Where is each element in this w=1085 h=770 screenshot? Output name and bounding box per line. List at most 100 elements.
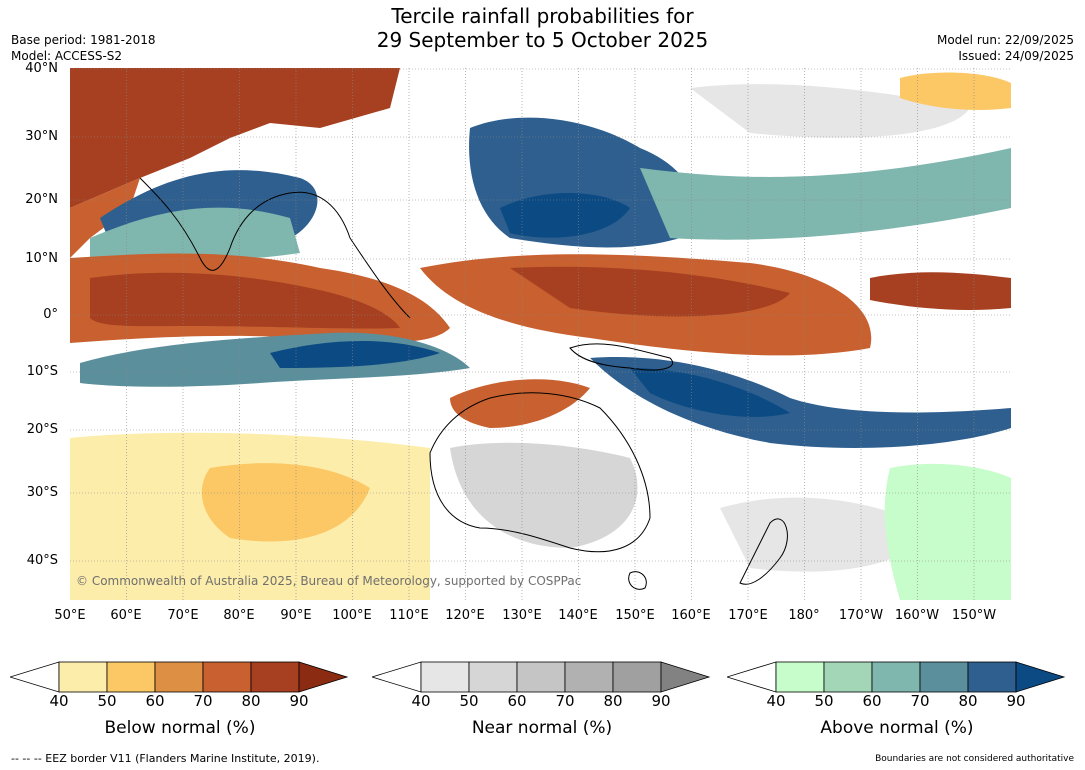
colorbar-segment bbox=[727, 661, 777, 693]
lon-label: 180° bbox=[788, 608, 820, 623]
wet-core-nw-pacific bbox=[500, 193, 630, 238]
wet-core-south-indian bbox=[270, 340, 440, 368]
model-name: Model: ACCESS-S2 bbox=[11, 49, 123, 63]
colorbar-segment bbox=[202, 661, 252, 693]
header-left: Base period: 1981-2018 Model: ACCESS-S2 bbox=[11, 32, 156, 64]
lon-label: 60°E bbox=[110, 608, 142, 623]
colorbar-tick: 50 bbox=[97, 692, 117, 710]
colorbar-segment bbox=[660, 661, 711, 693]
colorbar-segment bbox=[106, 661, 156, 693]
dry-region-north-australia bbox=[450, 379, 590, 428]
coastline-new-guinea bbox=[569, 343, 673, 371]
colorbar-segment bbox=[10, 661, 60, 693]
probability-map bbox=[70, 68, 1011, 600]
colorbar-tick: 70 bbox=[193, 692, 213, 710]
lon-label: 70°E bbox=[167, 608, 199, 623]
lon-label: 120°E bbox=[445, 608, 485, 623]
dry-patch-south-indian bbox=[201, 463, 370, 542]
colorbar-tick: 50 bbox=[814, 692, 834, 710]
lat-label: 30°N bbox=[25, 129, 58, 144]
lon-label: 50°E bbox=[54, 608, 86, 623]
header-right: Model run: 22/09/2025 Issued: 24/09/2025 bbox=[937, 32, 1074, 64]
coastline-new-zealand bbox=[739, 518, 788, 585]
colorbar-tick: 40 bbox=[411, 692, 431, 710]
lat-label: 20°N bbox=[25, 192, 58, 207]
coastlines bbox=[139, 177, 788, 590]
colorbar-tick: 70 bbox=[910, 692, 930, 710]
dry-region-east-pacific bbox=[870, 272, 1011, 311]
legend-title-below: Below normal (%) bbox=[104, 718, 256, 738]
colorbar-segment bbox=[967, 661, 1017, 693]
title-line-2: 29 September to 5 October 2025 bbox=[376, 28, 709, 52]
wet-fringe-india bbox=[90, 207, 300, 262]
lat-label: 40°N bbox=[25, 61, 58, 76]
lon-label: 140°E bbox=[558, 608, 598, 623]
near-normal-australia bbox=[450, 442, 638, 548]
colorbar-segment bbox=[823, 661, 873, 693]
lon-label: 90°E bbox=[280, 608, 312, 623]
lon-label: 160°E bbox=[671, 608, 711, 623]
lon-label: 150°W bbox=[951, 608, 997, 623]
rainfall-shading bbox=[70, 68, 1011, 600]
lat-label: 30°S bbox=[26, 485, 58, 500]
colorbar-tick: 70 bbox=[555, 692, 575, 710]
coastline-tasmania bbox=[628, 571, 647, 590]
base-period: Base period: 1981-2018 bbox=[11, 33, 156, 47]
colorbar-tick: 40 bbox=[766, 692, 786, 710]
model-run: Model run: 22/09/2025 bbox=[936, 33, 1074, 47]
colorbar-tick: 90 bbox=[651, 692, 671, 710]
colorbar-segment bbox=[871, 661, 921, 693]
lon-label: 150°E bbox=[615, 608, 655, 623]
copyright-notice: © Commonwealth of Australia 2025, Bureau… bbox=[76, 574, 582, 588]
colorbar-segment bbox=[919, 661, 969, 693]
colorbar-segment bbox=[298, 661, 349, 693]
lon-label: 110°E bbox=[389, 608, 429, 623]
lat-label: 40°S bbox=[26, 553, 58, 568]
colorbar-segment bbox=[420, 661, 470, 693]
colorbar-segment bbox=[1015, 661, 1066, 693]
colorbar-segment bbox=[775, 661, 825, 693]
colorbar-tick: 90 bbox=[289, 692, 309, 710]
dry-core-equatorial bbox=[90, 272, 400, 329]
lat-label: 10°N bbox=[25, 251, 58, 266]
colorbar-segment bbox=[250, 661, 300, 693]
colorbar-tick: 80 bbox=[241, 692, 261, 710]
colorbar-segment bbox=[468, 661, 518, 693]
colorbar-tick: 90 bbox=[1006, 692, 1026, 710]
lon-label: 100°E bbox=[332, 608, 372, 623]
dry-core-pacific bbox=[510, 266, 790, 317]
lat-label: 20°S bbox=[26, 422, 58, 437]
colorbar-below-normal bbox=[10, 661, 349, 693]
colorbar-segment bbox=[516, 661, 566, 693]
lon-label: 170°W bbox=[838, 608, 884, 623]
dry-patch-north-pacific bbox=[900, 72, 1011, 110]
title-line-1: Tercile rainfall probabilities for bbox=[391, 4, 694, 28]
footer-eez-note: -- -- -- EEZ border V11 (Flanders Marine… bbox=[11, 752, 320, 765]
near-normal-tasman bbox=[720, 497, 930, 572]
graticule bbox=[70, 68, 1011, 600]
legend-title-near: Near normal (%) bbox=[471, 718, 613, 738]
colorbar-near-normal bbox=[372, 661, 711, 693]
colorbar-segment bbox=[564, 661, 614, 693]
colorbar-segment bbox=[154, 661, 204, 693]
wet-pale-southeast bbox=[884, 463, 1011, 600]
coastline-australia bbox=[429, 392, 651, 553]
wet-core-spcz bbox=[630, 368, 790, 417]
colorbar-tick: 80 bbox=[603, 692, 623, 710]
lon-label: 170°E bbox=[728, 608, 768, 623]
colorbar-segment bbox=[612, 661, 662, 693]
colorbar-tick: 40 bbox=[49, 692, 69, 710]
colorbar-tick: 60 bbox=[862, 692, 882, 710]
colorbar-tick: 60 bbox=[145, 692, 165, 710]
colorbar-segment bbox=[58, 661, 108, 693]
issued-date: Issued: 24/09/2025 bbox=[958, 49, 1074, 63]
colorbar-tick: 80 bbox=[958, 692, 978, 710]
map-title: Tercile rainfall probabilities for 29 Se… bbox=[0, 4, 1085, 52]
lon-label: 160°W bbox=[894, 608, 940, 623]
lon-label: 130°E bbox=[502, 608, 542, 623]
lon-label: 80°E bbox=[223, 608, 255, 623]
lat-label: 0° bbox=[43, 307, 58, 322]
coastline-south-asia bbox=[139, 177, 411, 319]
wet-fringe-pacific bbox=[640, 148, 1011, 240]
colorbar-tick: 60 bbox=[507, 692, 527, 710]
